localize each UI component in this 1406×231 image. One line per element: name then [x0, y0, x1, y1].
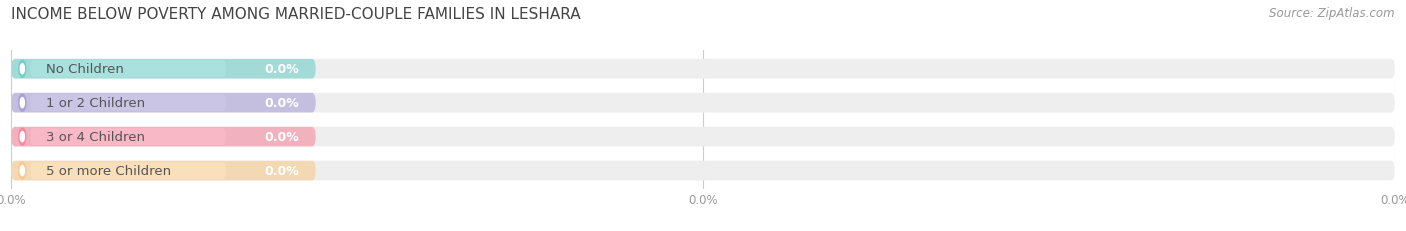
FancyBboxPatch shape — [31, 162, 226, 179]
Circle shape — [20, 98, 24, 108]
FancyBboxPatch shape — [11, 93, 315, 113]
Text: INCOME BELOW POVERTY AMONG MARRIED-COUPLE FAMILIES IN LESHARA: INCOME BELOW POVERTY AMONG MARRIED-COUPL… — [11, 7, 581, 22]
Circle shape — [18, 129, 25, 146]
Circle shape — [20, 64, 24, 74]
Text: No Children: No Children — [46, 63, 124, 76]
Text: 0.0%: 0.0% — [264, 164, 299, 177]
FancyBboxPatch shape — [11, 161, 315, 181]
Text: 3 or 4 Children: 3 or 4 Children — [46, 131, 145, 143]
Text: 0.0%: 0.0% — [264, 97, 299, 110]
FancyBboxPatch shape — [11, 127, 1395, 147]
Circle shape — [20, 166, 24, 176]
Circle shape — [18, 162, 25, 179]
Circle shape — [18, 61, 25, 78]
FancyBboxPatch shape — [31, 61, 226, 78]
FancyBboxPatch shape — [11, 93, 1395, 113]
Circle shape — [20, 132, 24, 142]
Text: 0.0%: 0.0% — [264, 131, 299, 143]
Text: 1 or 2 Children: 1 or 2 Children — [46, 97, 145, 110]
Circle shape — [18, 95, 25, 112]
FancyBboxPatch shape — [11, 161, 1395, 181]
Text: 0.0%: 0.0% — [264, 63, 299, 76]
FancyBboxPatch shape — [31, 129, 226, 146]
FancyBboxPatch shape — [31, 95, 226, 112]
Text: Source: ZipAtlas.com: Source: ZipAtlas.com — [1270, 7, 1395, 20]
FancyBboxPatch shape — [11, 60, 315, 79]
FancyBboxPatch shape — [11, 60, 1395, 79]
FancyBboxPatch shape — [11, 127, 315, 147]
Text: 5 or more Children: 5 or more Children — [46, 164, 172, 177]
